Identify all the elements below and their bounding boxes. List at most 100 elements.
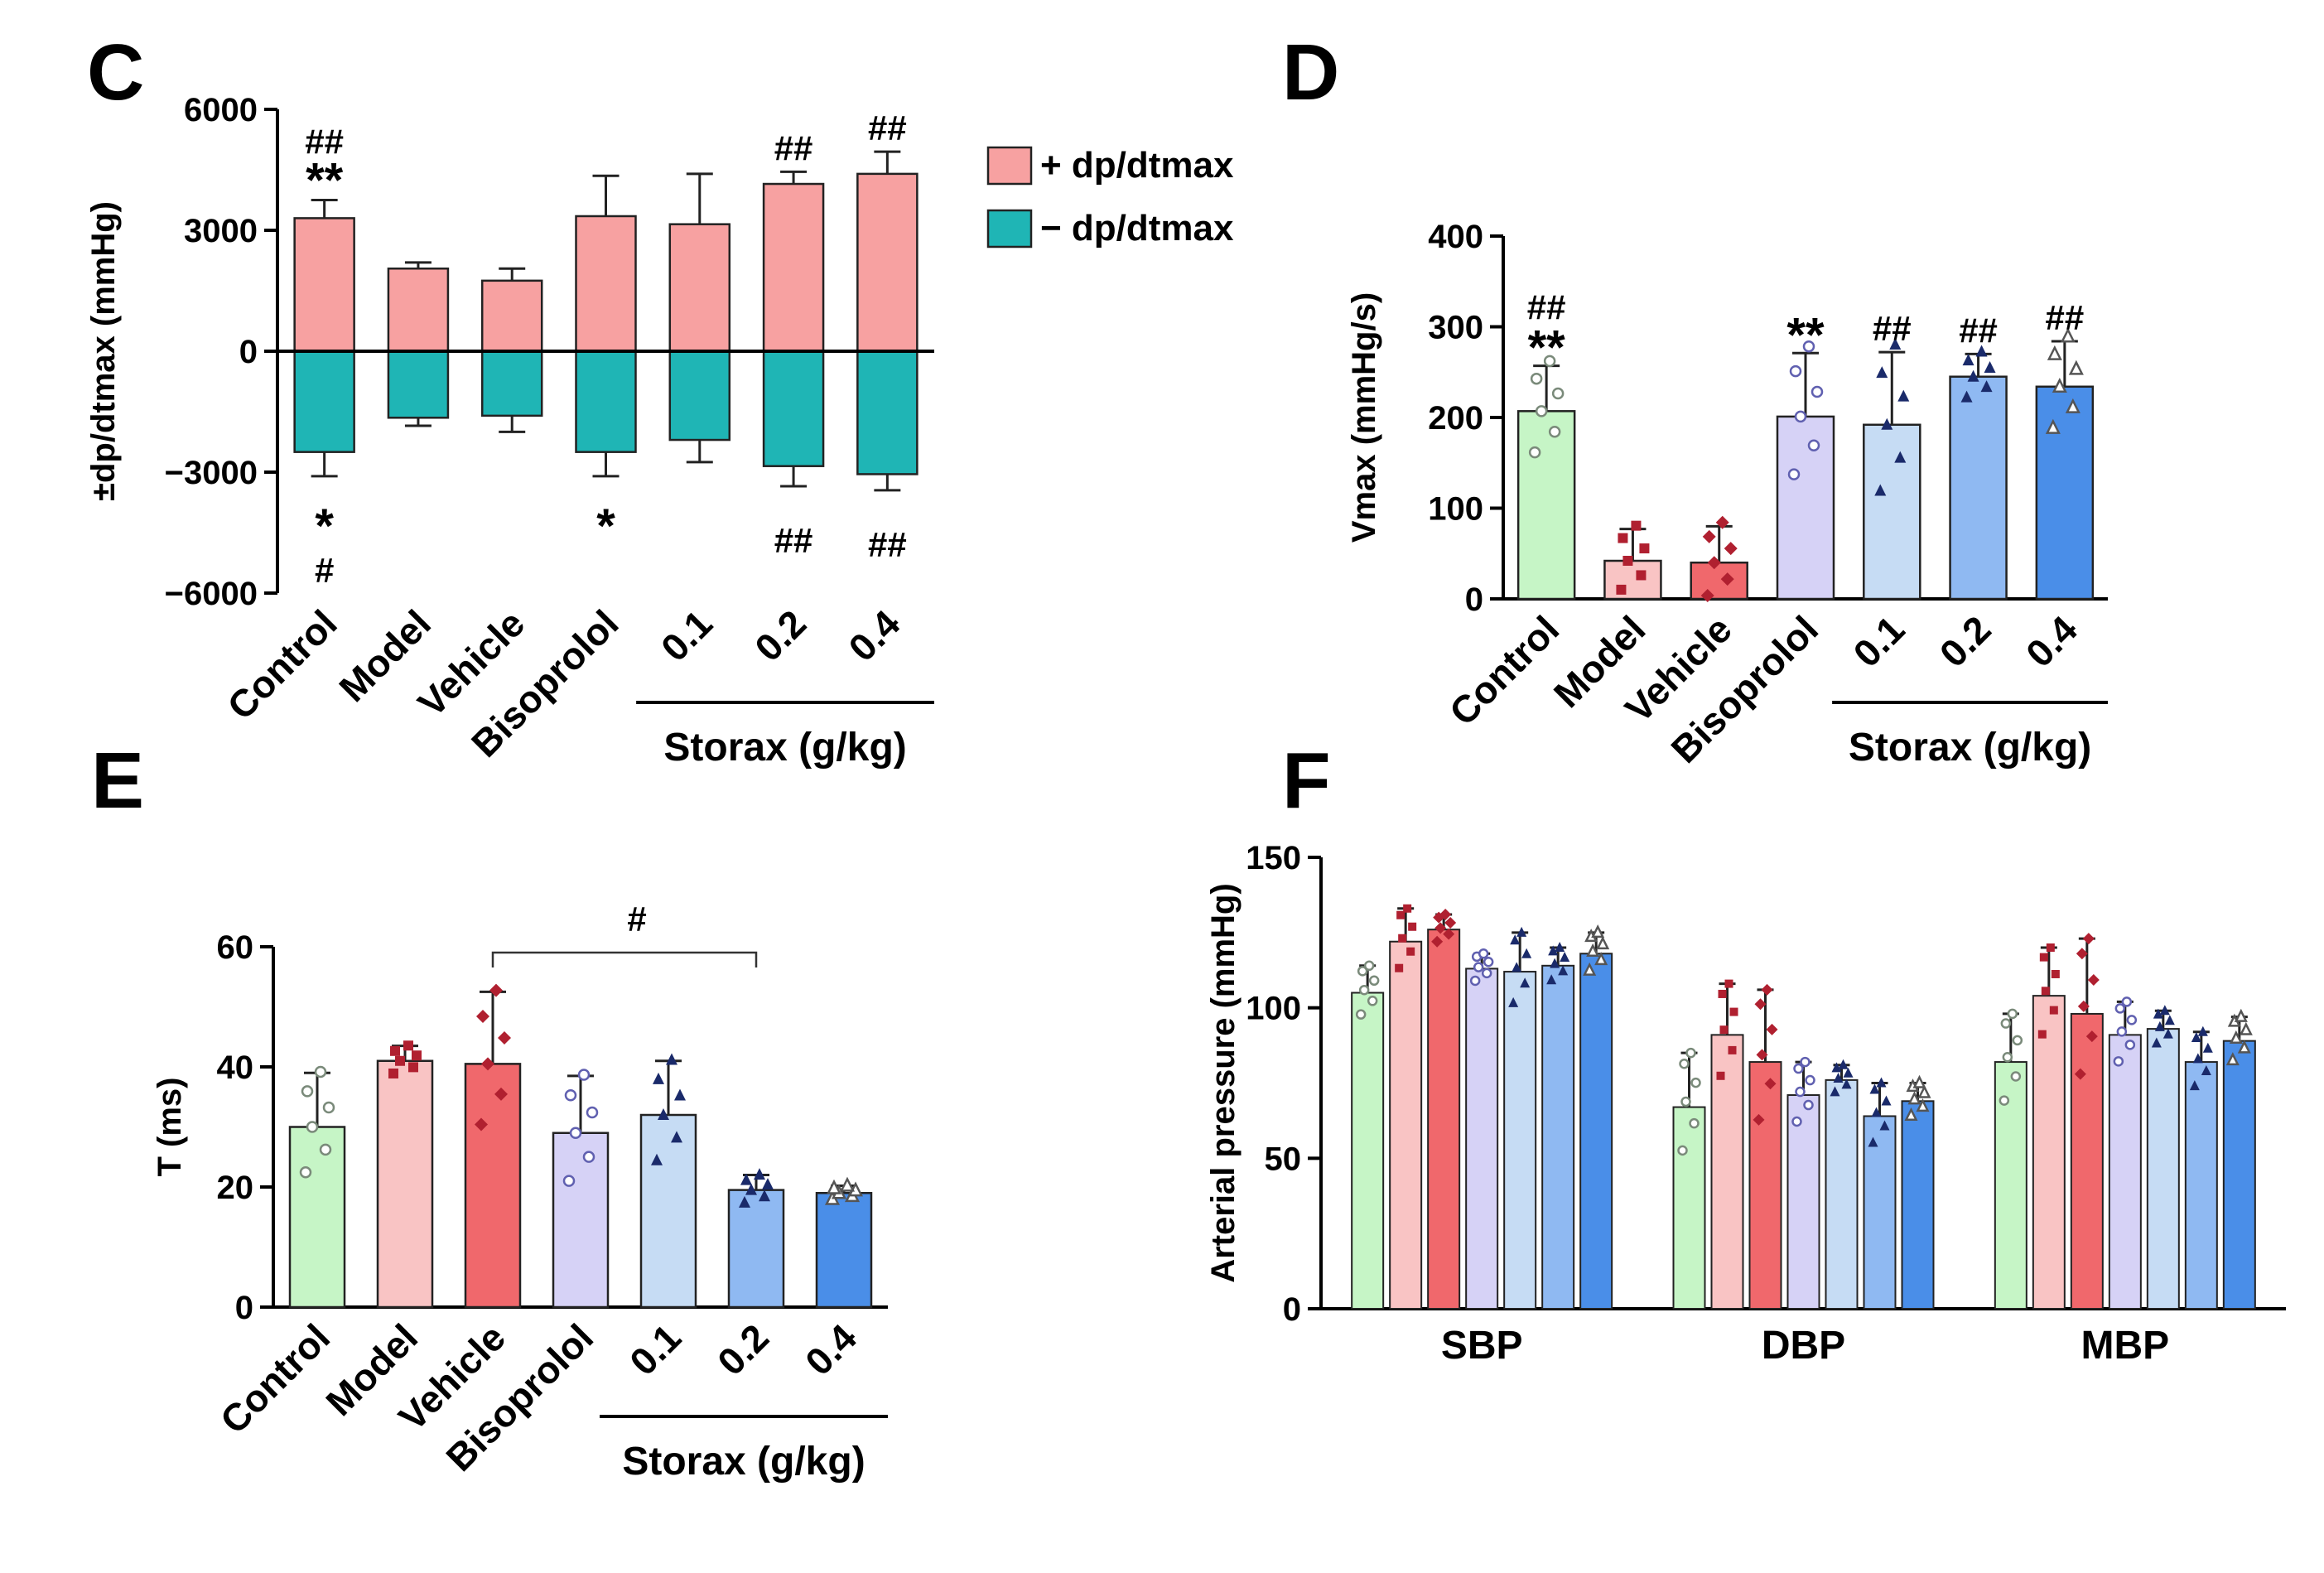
data-point [1631,520,1642,531]
data-point [1843,1067,1854,1078]
data-point [2007,1008,2018,1020]
data-point [1558,965,1569,976]
data-point [1548,945,1559,956]
data-point [306,1121,319,1133]
bar-pos-dpdt [762,182,825,353]
data-point [1478,948,1489,959]
bar-pos-dpdt [293,217,355,353]
significance-mark: ## [2045,298,2084,337]
data-point [1707,556,1721,570]
data-point [412,1050,422,1061]
data-point [1807,439,1820,452]
data-point [1841,1078,1852,1089]
bar-neg-dpdt [762,350,825,467]
significance-mark: # [627,900,646,938]
data-point [1700,589,1714,603]
data-point [1443,928,1455,940]
data-point [1876,366,1888,379]
bar-pos-dpdt [387,267,450,353]
legend-label-pos: + dp/dtmax [1040,145,1234,186]
x-group-label: SBP [1441,1324,1523,1368]
data-point [2047,345,2062,360]
data-point [839,1176,856,1192]
data-point [1398,934,1407,943]
y-tick-label: 100 [1246,991,1301,1027]
data-point [1408,922,1417,931]
y-axis-label: Vmax (mmHg/s) [1346,292,1382,543]
data-point [1830,1086,1840,1097]
data-point [2068,359,2084,375]
data-point [388,1068,398,1078]
significance-bracket [491,951,758,967]
data-point [2197,1025,2208,1036]
data-point [1689,1117,1700,1129]
bar [1949,375,2008,601]
data-point [2052,377,2067,393]
data-point [2153,1008,2163,1019]
data-point [2082,933,2095,945]
data-point [1591,924,1605,938]
bar [1901,1100,1935,1310]
x-tick-label: 0.1 [653,601,721,669]
legend-label-neg: − dp/dtmax [1040,208,1234,248]
data-point [1838,1059,1849,1069]
data-point [1528,446,1541,459]
data-point [658,1108,669,1120]
significance-mark: ## [305,123,344,162]
y-tick-label: 0 [239,334,258,370]
data-point [1789,364,1802,378]
data-point [745,1183,757,1195]
bar [376,1059,434,1309]
bar [1690,561,1748,601]
data-point [1639,543,1650,554]
x-tick-label: 0.2 [746,601,814,669]
data-point [1680,1096,1691,1107]
bar [2070,1012,2104,1310]
data-point [1868,1136,1878,1147]
data-point [1363,960,1375,972]
data-point [2189,1080,2200,1091]
data-point [562,1175,576,1187]
y-tick-label: 150 [1246,840,1301,876]
bar [1579,953,1613,1310]
panel-letter-f: F [1282,736,1331,825]
bar-neg-dpdt [856,350,919,475]
data-point [2085,1030,2098,1043]
data-point [2192,1053,2203,1064]
bar [288,1126,346,1309]
data-point [586,1106,599,1119]
data-point [1431,935,1444,948]
data-point [2049,1006,2058,1015]
data-point [2087,974,2100,987]
data-point [1874,484,1887,496]
data-point [1439,909,1452,921]
significance-mark: * [315,499,334,553]
data-point [1881,1095,1892,1106]
data-point [1543,355,1556,368]
data-point [1967,369,1979,382]
x-tick-label: 0.2 [709,1315,777,1383]
data-point [1960,390,1973,403]
data-point [1897,389,1910,402]
data-point [1984,361,1996,374]
bar [1825,1078,1859,1310]
data-point [1975,345,1988,357]
bar [1863,1115,1897,1310]
data-point [2126,1015,2138,1025]
data-point [1716,1071,1725,1080]
data-point [1795,1086,1806,1098]
data-point [1469,975,1481,987]
data-point [666,1053,677,1065]
data-point [1512,962,1522,972]
data-point [2012,1035,2023,1046]
data-point [1403,904,1412,913]
panel-letter-d: D [1282,28,1339,117]
bar [1516,410,1576,601]
data-point [1521,948,1532,958]
data-point [2051,969,2060,978]
data-point [314,1065,327,1078]
x-tick-label: 0.2 [1931,607,1999,675]
y-tick-label: 3000 [184,213,258,249]
data-point [577,1069,591,1081]
x-group-label: MBP [2081,1324,2169,1368]
